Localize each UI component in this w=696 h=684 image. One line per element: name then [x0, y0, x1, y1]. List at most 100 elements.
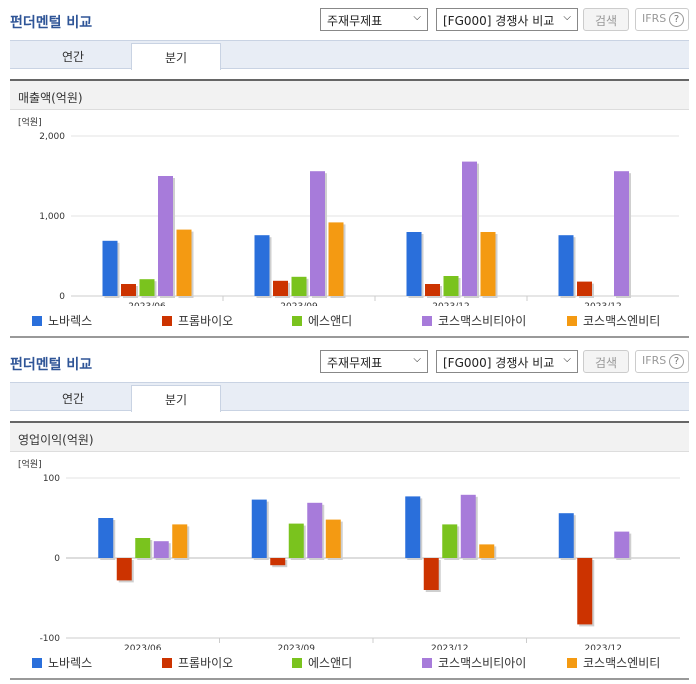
- bar[interactable]: [423, 558, 439, 590]
- tab-annual[interactable]: 연간: [61, 50, 85, 64]
- period-tabs: 연간 분기: [10, 382, 689, 412]
- x-tick-label: 2023/06: [128, 302, 166, 306]
- legend-swatch: [567, 658, 577, 668]
- help-icon[interactable]: ?: [669, 12, 684, 27]
- tab-quarterly[interactable]: 분기: [131, 385, 221, 412]
- legend-label: 코스맥스비티아이: [438, 656, 527, 670]
- chevron-down-icon: ⌵: [563, 12, 571, 23]
- panel-divider: [10, 336, 689, 338]
- legend-swatch: [567, 316, 577, 326]
- tab-annual[interactable]: 연간: [61, 392, 85, 406]
- help-icon[interactable]: ?: [669, 354, 684, 369]
- bar[interactable]: [176, 229, 192, 296]
- bar[interactable]: [273, 280, 288, 296]
- legend-item[interactable]: 코스맥스비티아이: [422, 654, 526, 671]
- legend-swatch: [32, 658, 42, 668]
- fundamental-panel-operating-profit: 펀더멘털 비교 주재무제표 ⌵ [FG000] 경쟁사 비교 ⌵ 검색 IFRS…: [0, 342, 696, 684]
- compare-select[interactable]: [FG000] 경쟁사 비교 ⌵: [436, 8, 578, 31]
- legend-label: 코스맥스비티아이: [438, 314, 527, 328]
- panel-title: 펀더멘털 비교: [10, 357, 93, 373]
- bar[interactable]: [251, 499, 267, 558]
- legend-item[interactable]: 노바렉스: [32, 312, 92, 329]
- legend-item[interactable]: 노바렉스: [32, 654, 92, 671]
- bar[interactable]: [270, 558, 286, 566]
- bar[interactable]: [442, 524, 458, 558]
- bar[interactable]: [153, 541, 169, 558]
- legend-label: 노바렉스: [48, 314, 93, 328]
- y-tick-label: 100: [43, 474, 60, 484]
- legend-label: 프롬바이오: [178, 314, 234, 328]
- legend-swatch: [162, 658, 172, 668]
- y-tick-label: 0: [59, 292, 65, 302]
- y-tick-label: -100: [40, 634, 61, 644]
- x-tick-label: 2023/06: [124, 644, 162, 650]
- tab-quarterly[interactable]: 분기: [131, 43, 221, 70]
- bar[interactable]: [462, 161, 477, 296]
- bar[interactable]: [443, 276, 459, 296]
- legend-item[interactable]: 에스앤디: [292, 312, 352, 329]
- bar[interactable]: [254, 235, 270, 296]
- bar[interactable]: [614, 531, 630, 558]
- bar[interactable]: [558, 235, 574, 296]
- legend-item[interactable]: 프롬바이오: [162, 312, 233, 329]
- bar[interactable]: [614, 171, 629, 296]
- bar[interactable]: [406, 232, 422, 296]
- legend-label: 에스앤디: [308, 656, 353, 670]
- legend-label: 프롬바이오: [178, 656, 234, 670]
- legend-label: 코스맥스엔비티: [583, 314, 661, 328]
- legend-swatch: [32, 316, 42, 326]
- bar[interactable]: [135, 538, 151, 558]
- bar[interactable]: [139, 279, 155, 296]
- bar[interactable]: [121, 284, 136, 296]
- search-button[interactable]: 검색: [583, 8, 629, 31]
- bar[interactable]: [425, 284, 440, 296]
- bar[interactable]: [307, 502, 323, 558]
- bar[interactable]: [158, 176, 173, 296]
- bar[interactable]: [325, 519, 341, 558]
- ifrs-button[interactable]: IFRS ?: [635, 350, 689, 373]
- y-tick-label: 1,000: [39, 212, 65, 222]
- x-tick-label: 2023/09: [278, 644, 316, 650]
- x-tick-label: 2023/12: [584, 302, 621, 306]
- panel-title: 펀더멘털 비교: [10, 15, 93, 31]
- search-button[interactable]: 검색: [583, 350, 629, 373]
- chevron-down-icon: ⌵: [413, 12, 421, 23]
- bar[interactable]: [291, 276, 307, 296]
- ifrs-button[interactable]: IFRS ?: [635, 8, 689, 31]
- compare-select[interactable]: [FG000] 경쟁사 비교 ⌵: [436, 350, 578, 373]
- bar[interactable]: [479, 544, 495, 558]
- x-tick-label: 2023/12: [432, 302, 469, 306]
- bar[interactable]: [310, 171, 325, 296]
- bar[interactable]: [102, 240, 118, 296]
- bar[interactable]: [405, 496, 421, 558]
- bar[interactable]: [328, 222, 344, 296]
- bar[interactable]: [577, 558, 593, 625]
- bar[interactable]: [98, 518, 114, 558]
- operating-profit-chart: [억원]100 0 -100 2023/06 2023/09 2023/12 2023/12: [18, 458, 680, 650]
- chevron-down-icon: ⌵: [413, 354, 421, 365]
- bar[interactable]: [116, 558, 132, 581]
- legend-item[interactable]: 코스맥스엔비티: [567, 654, 660, 671]
- period-tabs: 연간 분기: [10, 40, 689, 70]
- legend-item[interactable]: 프롬바이오: [162, 654, 233, 671]
- bar[interactable]: [288, 523, 304, 558]
- bar[interactable]: [577, 281, 592, 296]
- legend-item[interactable]: 코스맥스엔비티: [567, 312, 660, 329]
- y-tick-label: 2,000: [39, 132, 65, 142]
- legend-swatch: [162, 316, 172, 326]
- legend-item[interactable]: 에스앤디: [292, 654, 352, 671]
- bar[interactable]: [172, 524, 188, 558]
- statement-type-select[interactable]: 주재무제표 ⌵: [320, 350, 428, 373]
- statement-type-select[interactable]: 주재무제표 ⌵: [320, 8, 428, 31]
- compare-value: [FG000] 경쟁사 비교: [443, 356, 555, 370]
- legend-swatch: [292, 316, 302, 326]
- chart-legend: 노바렉스 프롬바이오 에스앤디 코스맥스비티아이 코스맥스엔비티: [10, 310, 689, 330]
- bar[interactable]: [558, 513, 574, 558]
- legend-item[interactable]: 코스맥스비티아이: [422, 312, 526, 329]
- chart-section-title: 매출액(억원): [10, 79, 689, 110]
- y-tick-label: 0: [54, 554, 60, 564]
- bar[interactable]: [480, 232, 496, 296]
- statement-type-value: 주재무제표: [327, 14, 383, 28]
- bar[interactable]: [460, 494, 476, 558]
- x-tick-label: 2023/09: [280, 302, 318, 306]
